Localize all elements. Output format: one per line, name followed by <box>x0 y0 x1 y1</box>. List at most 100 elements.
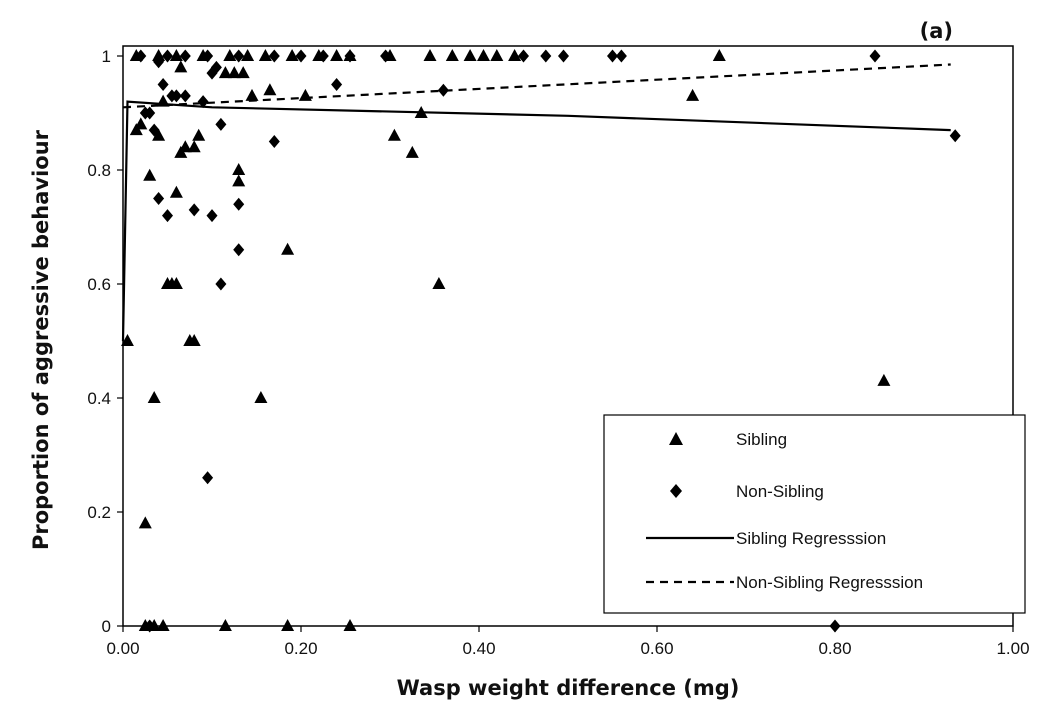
sibling-point <box>223 49 237 61</box>
x-tick-label: 0.40 <box>462 639 495 658</box>
non-sibling-point <box>162 209 173 223</box>
sibling-point <box>241 49 255 61</box>
x-tick-label: 0.00 <box>106 639 139 658</box>
y-tick-label: 0.4 <box>87 389 111 408</box>
sibling-point <box>330 49 344 61</box>
non-sibling-point <box>233 197 245 211</box>
non-sibling-point <box>518 49 529 63</box>
sibling-point <box>712 49 726 61</box>
sibling-point <box>152 128 166 141</box>
sibling-point <box>477 49 490 61</box>
non-sibling-point <box>380 49 392 63</box>
sibling-point <box>423 49 437 61</box>
sibling-point <box>152 49 166 61</box>
non-sibling-point <box>197 95 209 109</box>
sibling-point <box>232 163 246 175</box>
sibling-point <box>169 185 183 198</box>
sibling-point <box>121 334 134 346</box>
sibling-point <box>263 83 277 96</box>
sibling-point <box>285 49 299 61</box>
non-sibling-point <box>268 135 280 148</box>
ticks-layer: 0.00 0.20 0.40 0.60 0.80 1.00 0 0.2 0.4 0.6 0.8 1 <box>87 47 1029 658</box>
non-sibling-point <box>202 49 214 63</box>
non-sibling-point <box>148 123 160 137</box>
y-tick-label: 0.8 <box>87 161 111 180</box>
non-sibling-point <box>206 209 218 223</box>
non-sibling-point <box>949 129 961 143</box>
non-sibling-point <box>202 471 214 485</box>
non-sibling-point <box>437 83 449 97</box>
x-axis-title: Wasp weight difference (mg) <box>397 676 740 700</box>
non-sibling-point <box>233 243 245 257</box>
sibling-point <box>387 128 401 141</box>
sibling-point <box>686 88 700 101</box>
legend-item-sibling-regression: Sibling Regresssion <box>646 529 886 548</box>
sibling-point <box>169 277 183 289</box>
sibling-point <box>218 619 232 631</box>
sibling-point <box>187 334 201 346</box>
sibling-regression-line <box>121 100 951 342</box>
non-sibling-point <box>829 619 841 633</box>
non-sibling-point <box>153 192 165 205</box>
sibling-point <box>169 49 183 61</box>
non-sibling-point <box>179 49 191 63</box>
sibling-point <box>143 168 157 181</box>
sibling-point <box>138 516 152 529</box>
y-tick-label: 0 <box>102 617 111 636</box>
legend-triangle-marker <box>669 432 683 445</box>
regression-lines <box>121 63 951 342</box>
legend-item-sibling: Sibling <box>669 430 787 449</box>
non-sibling-point <box>210 60 222 74</box>
legend-item-non-sibling: Non-Sibling <box>670 482 824 501</box>
sibling-point <box>174 60 188 73</box>
non-sibling-point <box>540 49 552 63</box>
x-tick-label: 0.80 <box>818 639 851 658</box>
x-tick-label: 0.20 <box>284 639 317 658</box>
sibling-point <box>232 174 246 187</box>
legend-box <box>603 414 1026 614</box>
y-tick-label: 0.6 <box>87 275 111 294</box>
sibling-point <box>218 66 232 79</box>
sibling-point <box>281 619 295 631</box>
sibling-point <box>281 242 295 255</box>
y-tick-label: 1 <box>102 47 111 66</box>
sibling-point <box>490 49 504 61</box>
sibling-point <box>236 66 250 79</box>
non-sibling-point <box>144 106 156 120</box>
sibling-point <box>463 49 477 61</box>
sibling-point <box>508 49 522 61</box>
x-tick-label: 1.00 <box>996 639 1029 658</box>
y-tick-label: 0.2 <box>87 503 111 522</box>
non-sibling-point <box>268 49 280 63</box>
legend: Sibling Non-Sibling Sibling Regresssion … <box>603 414 1026 614</box>
data-points <box>121 49 961 633</box>
non-sibling-point <box>215 117 227 131</box>
y-axis-title: Proportion of aggressive behaviour <box>29 129 53 550</box>
non-sibling-point <box>869 49 881 63</box>
sibling-point <box>343 619 357 631</box>
non-sibling-point <box>188 203 200 217</box>
non-sibling-point <box>615 49 627 63</box>
non-sibling-point <box>144 619 156 633</box>
sibling-point <box>134 117 148 130</box>
non-sibling-point <box>558 49 569 63</box>
non-sibling-point <box>135 49 147 63</box>
sibling-point <box>245 88 259 101</box>
legend-label-sibling-regression: Sibling Regresssion <box>736 529 886 548</box>
legend-diamond-marker <box>670 484 682 498</box>
panel-label: (a) <box>920 19 953 43</box>
non-sibling-point <box>179 89 191 103</box>
sibling-point <box>298 88 312 101</box>
non-sibling-point <box>162 49 173 63</box>
non-sibling-point <box>295 49 307 63</box>
sibling-point <box>187 140 201 153</box>
legend-label-non-sibling-regression: Non-Sibling Regresssion <box>736 573 923 592</box>
sibling-point <box>877 373 891 386</box>
sibling-point <box>445 49 459 61</box>
legend-item-non-sibling-regression: Non-Sibling Regresssion <box>646 573 923 592</box>
non-sibling-point <box>157 78 169 91</box>
legend-label-sibling: Sibling <box>736 430 787 449</box>
sibling-point <box>254 391 268 403</box>
sibling-point <box>432 277 446 289</box>
